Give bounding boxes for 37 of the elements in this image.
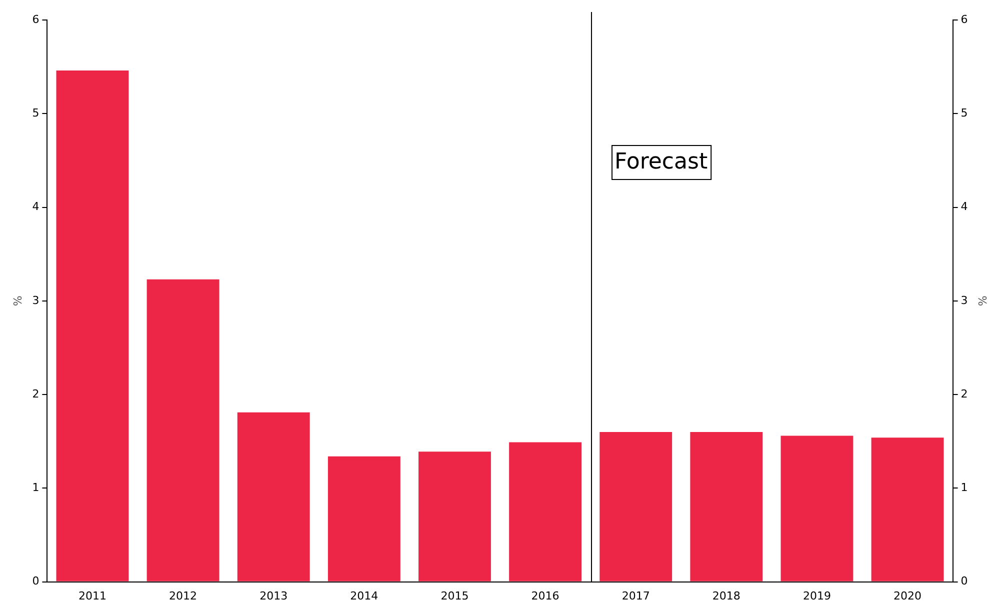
x-tick-label: 2014 <box>350 589 378 602</box>
y2-tick-label: 6 <box>960 12 968 26</box>
bar <box>418 452 491 582</box>
y2-tick-label: 2 <box>960 387 968 400</box>
x-tick-label: 2011 <box>78 589 106 602</box>
bar <box>56 70 129 582</box>
y-tick-label: 0 <box>32 574 40 588</box>
x-tick-label: 2017 <box>622 589 650 602</box>
bar <box>328 456 400 582</box>
bar <box>690 432 763 582</box>
y2-tick-label: 0 <box>960 574 968 588</box>
y-tick-label: 1 <box>32 481 40 494</box>
y-tick-label: 5 <box>32 106 40 120</box>
bar <box>871 438 944 582</box>
y-axis-title: % <box>11 296 24 306</box>
bar <box>509 442 582 582</box>
x-tick-label: 2013 <box>260 589 288 602</box>
x-tick-label: 2018 <box>712 589 740 602</box>
x-tick-label: 2012 <box>169 589 198 602</box>
annotation: Forecast <box>614 150 708 175</box>
y2-tick-label: 3 <box>960 294 968 307</box>
bar <box>780 436 854 582</box>
y2-tick-label: 1 <box>960 481 968 494</box>
y2-axis-title: % <box>976 296 989 306</box>
y2-tick-label: 5 <box>960 106 968 120</box>
x-tick-label: 2019 <box>802 589 831 602</box>
y-tick-label: 2 <box>32 387 40 400</box>
y-tick-label: 6 <box>32 12 40 26</box>
bar <box>237 412 310 582</box>
y-tick-label: 4 <box>32 200 40 214</box>
bar <box>600 432 672 582</box>
x-tick-label: 2015 <box>440 589 469 602</box>
y-tick-label: 3 <box>32 294 40 307</box>
x-tick-label: 2016 <box>531 589 560 602</box>
bar <box>146 279 220 582</box>
x-tick-label: 2020 <box>894 589 922 602</box>
y2-tick-label: 4 <box>960 200 968 214</box>
